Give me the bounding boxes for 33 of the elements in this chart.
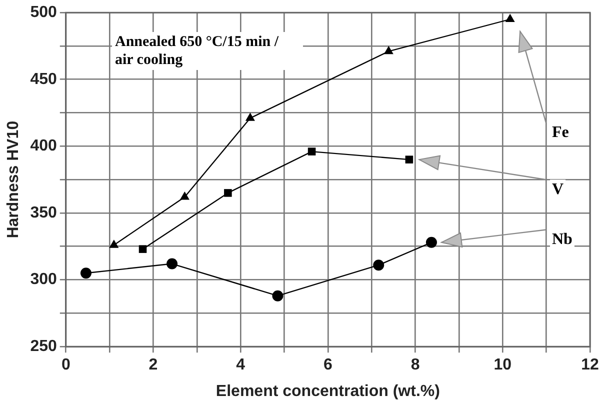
text: V	[552, 180, 564, 198]
point	[166, 258, 178, 270]
y-tick-label: 350	[30, 204, 57, 222]
y-tick-label: 500	[30, 4, 57, 22]
point	[245, 112, 255, 121]
point	[405, 156, 414, 164]
x-tick-label: 10	[494, 356, 512, 374]
x-tick-label: 4	[236, 356, 246, 374]
text: Fe	[552, 124, 569, 141]
point	[505, 14, 515, 22]
x-tick-label: 0	[61, 356, 70, 374]
annotation: Annealed 650 °C/15 min / air cooling	[115, 33, 300, 69]
x-tick-label: 2	[148, 356, 158, 374]
point	[426, 236, 437, 248]
x-tick-label: 8	[410, 356, 420, 374]
point	[180, 191, 190, 200]
y-tick-label: 250	[30, 338, 57, 356]
text: Nb	[552, 230, 573, 248]
point	[109, 240, 119, 248]
y-tick-label: 400	[30, 138, 57, 155]
point	[272, 290, 284, 302]
y-tick-label: 450	[30, 70, 57, 88]
point	[80, 268, 92, 279]
point	[373, 260, 384, 271]
y-tick-label: 300	[30, 271, 57, 288]
x-axis-title: Element concentration (wt.%)	[216, 382, 440, 400]
x-tick-label: 12	[581, 356, 599, 374]
point	[384, 46, 394, 54]
y-axis-title: Hardness HV10	[5, 120, 22, 238]
point	[138, 245, 147, 253]
x-tick-label: 6	[323, 356, 332, 374]
point	[308, 148, 316, 156]
point	[224, 189, 232, 197]
